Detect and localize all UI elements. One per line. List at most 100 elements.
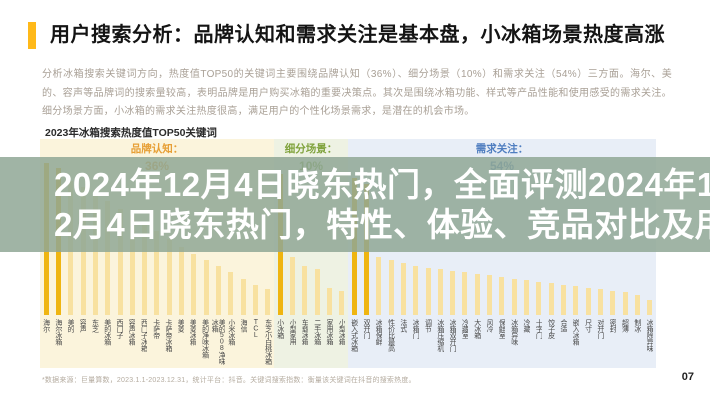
bar bbox=[154, 231, 160, 315]
labels-row: 小冰箱 小型家用 车载冰箱 二手冰箱 家用冰箱 小型冰箱 bbox=[274, 319, 348, 345]
bar-label: 美菱冰箱 bbox=[189, 319, 197, 345]
label-cell: 冰箱保鲜 bbox=[373, 319, 385, 352]
label-cell: 美的 bbox=[64, 319, 76, 370]
label-cell: 冷藏室 bbox=[459, 319, 471, 352]
label-cell: 冰箱双开门 bbox=[447, 319, 459, 352]
bar-label: 嵌入冰箱 bbox=[572, 319, 580, 345]
bar-label: 冰箱除异味 bbox=[646, 319, 654, 352]
label-cell: 冰箱异味 bbox=[508, 319, 520, 352]
chart-title: 2023年冰箱搜索热度值TOP50关键词 bbox=[45, 127, 217, 139]
bar-cell bbox=[422, 163, 434, 315]
bar bbox=[339, 290, 345, 315]
label-cell: 法式 bbox=[397, 319, 409, 352]
bar-label: 十字门 bbox=[535, 319, 543, 339]
bar bbox=[290, 257, 296, 315]
bar bbox=[647, 299, 653, 315]
label-cell: 小米冰箱 bbox=[225, 319, 237, 370]
bar-cell bbox=[188, 163, 200, 315]
label-cell: 对开门 bbox=[594, 319, 606, 352]
bar-cell bbox=[483, 163, 495, 315]
bar bbox=[129, 214, 135, 315]
bar-label: 冰箱双开门 bbox=[449, 319, 457, 352]
bar bbox=[462, 272, 468, 315]
bar-label: 海尔 bbox=[42, 319, 50, 332]
label-cell: 风冷 bbox=[483, 319, 495, 352]
label-cell: 冰箱压缩机 bbox=[434, 319, 446, 352]
bar-label: 调节 bbox=[424, 319, 432, 332]
bar bbox=[376, 257, 382, 315]
label-cell: 海信 bbox=[238, 319, 250, 370]
label-cell: 美的净味冰箱 bbox=[199, 319, 211, 370]
bar bbox=[413, 266, 419, 315]
bar-label: 东芝 bbox=[91, 319, 99, 332]
bar-cell bbox=[373, 163, 385, 315]
label-cell: 尺寸 bbox=[582, 319, 594, 352]
bar bbox=[511, 278, 517, 315]
bar-cell bbox=[434, 163, 446, 315]
label-cell: 美的冰箱 bbox=[101, 319, 113, 370]
bar bbox=[191, 254, 197, 315]
bar-label: 大冰箱 bbox=[473, 319, 481, 339]
bar-cell bbox=[163, 163, 175, 315]
label-cell: 美的508净味冰箱 bbox=[211, 319, 225, 370]
bar-cell bbox=[496, 163, 508, 315]
bar-cell bbox=[644, 163, 656, 315]
label-cell: 冷藏 bbox=[520, 319, 532, 352]
bar bbox=[622, 292, 628, 315]
bar-label: 密封 bbox=[609, 319, 617, 332]
bar-label: 容声 bbox=[79, 319, 87, 332]
bar bbox=[216, 266, 222, 315]
bar-label: 西门子冰箱 bbox=[140, 319, 148, 352]
bar-label: 容声冰箱 bbox=[128, 319, 136, 345]
bar bbox=[450, 270, 456, 315]
labels-row: 嵌入式冰箱 双开门 冰箱保鲜 性价比最高 法式 冰箱门 调节 冰箱压缩机 冰箱双开门 冷藏室 大冰箱… bbox=[348, 319, 656, 352]
label-cell: 小型家用 bbox=[286, 319, 298, 345]
title-accent-bar bbox=[28, 22, 36, 49]
label-cell: TCL bbox=[250, 319, 262, 370]
bar-label: 美的冰箱 bbox=[103, 319, 111, 345]
bar-label: 冰箱门 bbox=[412, 319, 420, 339]
bar bbox=[302, 266, 308, 315]
bar-cell bbox=[175, 163, 187, 315]
label-cell: 嵌入冰箱 bbox=[570, 319, 582, 352]
bar-cell bbox=[447, 163, 459, 315]
overlay-headline-line: 2月4日晓东热门，特性、体验、竞品对比及用 bbox=[54, 206, 710, 243]
bar-cell bbox=[397, 163, 409, 315]
label-cell: 海尔冰箱 bbox=[52, 319, 64, 370]
bar-cell bbox=[520, 163, 532, 315]
bar bbox=[327, 287, 333, 315]
label-cell: 容声 bbox=[77, 319, 89, 370]
bar-cell bbox=[151, 163, 163, 315]
bar bbox=[228, 272, 234, 315]
bar-cell bbox=[594, 163, 606, 315]
bar-label: 海信 bbox=[240, 319, 248, 332]
bar-cell bbox=[557, 163, 569, 315]
bar-label: 美的 bbox=[67, 319, 75, 332]
bar-cell bbox=[262, 163, 274, 315]
label-cell: 卡萨帝 bbox=[150, 319, 162, 370]
bar-label: 美的508净味冰箱 bbox=[211, 319, 226, 365]
label-cell: 大冰箱 bbox=[471, 319, 483, 352]
bar-label: 保鲜室 bbox=[498, 319, 506, 339]
label-cell: 十字门 bbox=[533, 319, 545, 352]
bar-label: 小冰箱 bbox=[276, 319, 284, 339]
bar-label: 饺子皮 bbox=[547, 319, 555, 339]
label-cell: 合适 bbox=[557, 319, 569, 352]
bar-label: 法式 bbox=[399, 319, 407, 332]
label-cell: 调节 bbox=[422, 319, 434, 352]
bar bbox=[240, 278, 246, 315]
bar-cell bbox=[545, 163, 557, 315]
bar-cell bbox=[114, 163, 126, 315]
bar bbox=[536, 281, 542, 315]
bar-cell bbox=[249, 163, 261, 315]
bar-label: 小米冰箱 bbox=[227, 319, 235, 345]
label-cell: 卡萨帝冰箱 bbox=[162, 319, 174, 370]
bar bbox=[314, 269, 320, 315]
label-cell: 美菱 bbox=[175, 319, 187, 370]
data-source-footnote: *数据来源：巨量算数，2023.1.1-2023.12.31，统计平台：抖音。关… bbox=[42, 377, 416, 384]
bar-label: 冷藏 bbox=[523, 319, 531, 332]
bar-label: TCL bbox=[252, 319, 260, 339]
bar-cell bbox=[126, 163, 138, 315]
bar bbox=[585, 287, 591, 315]
